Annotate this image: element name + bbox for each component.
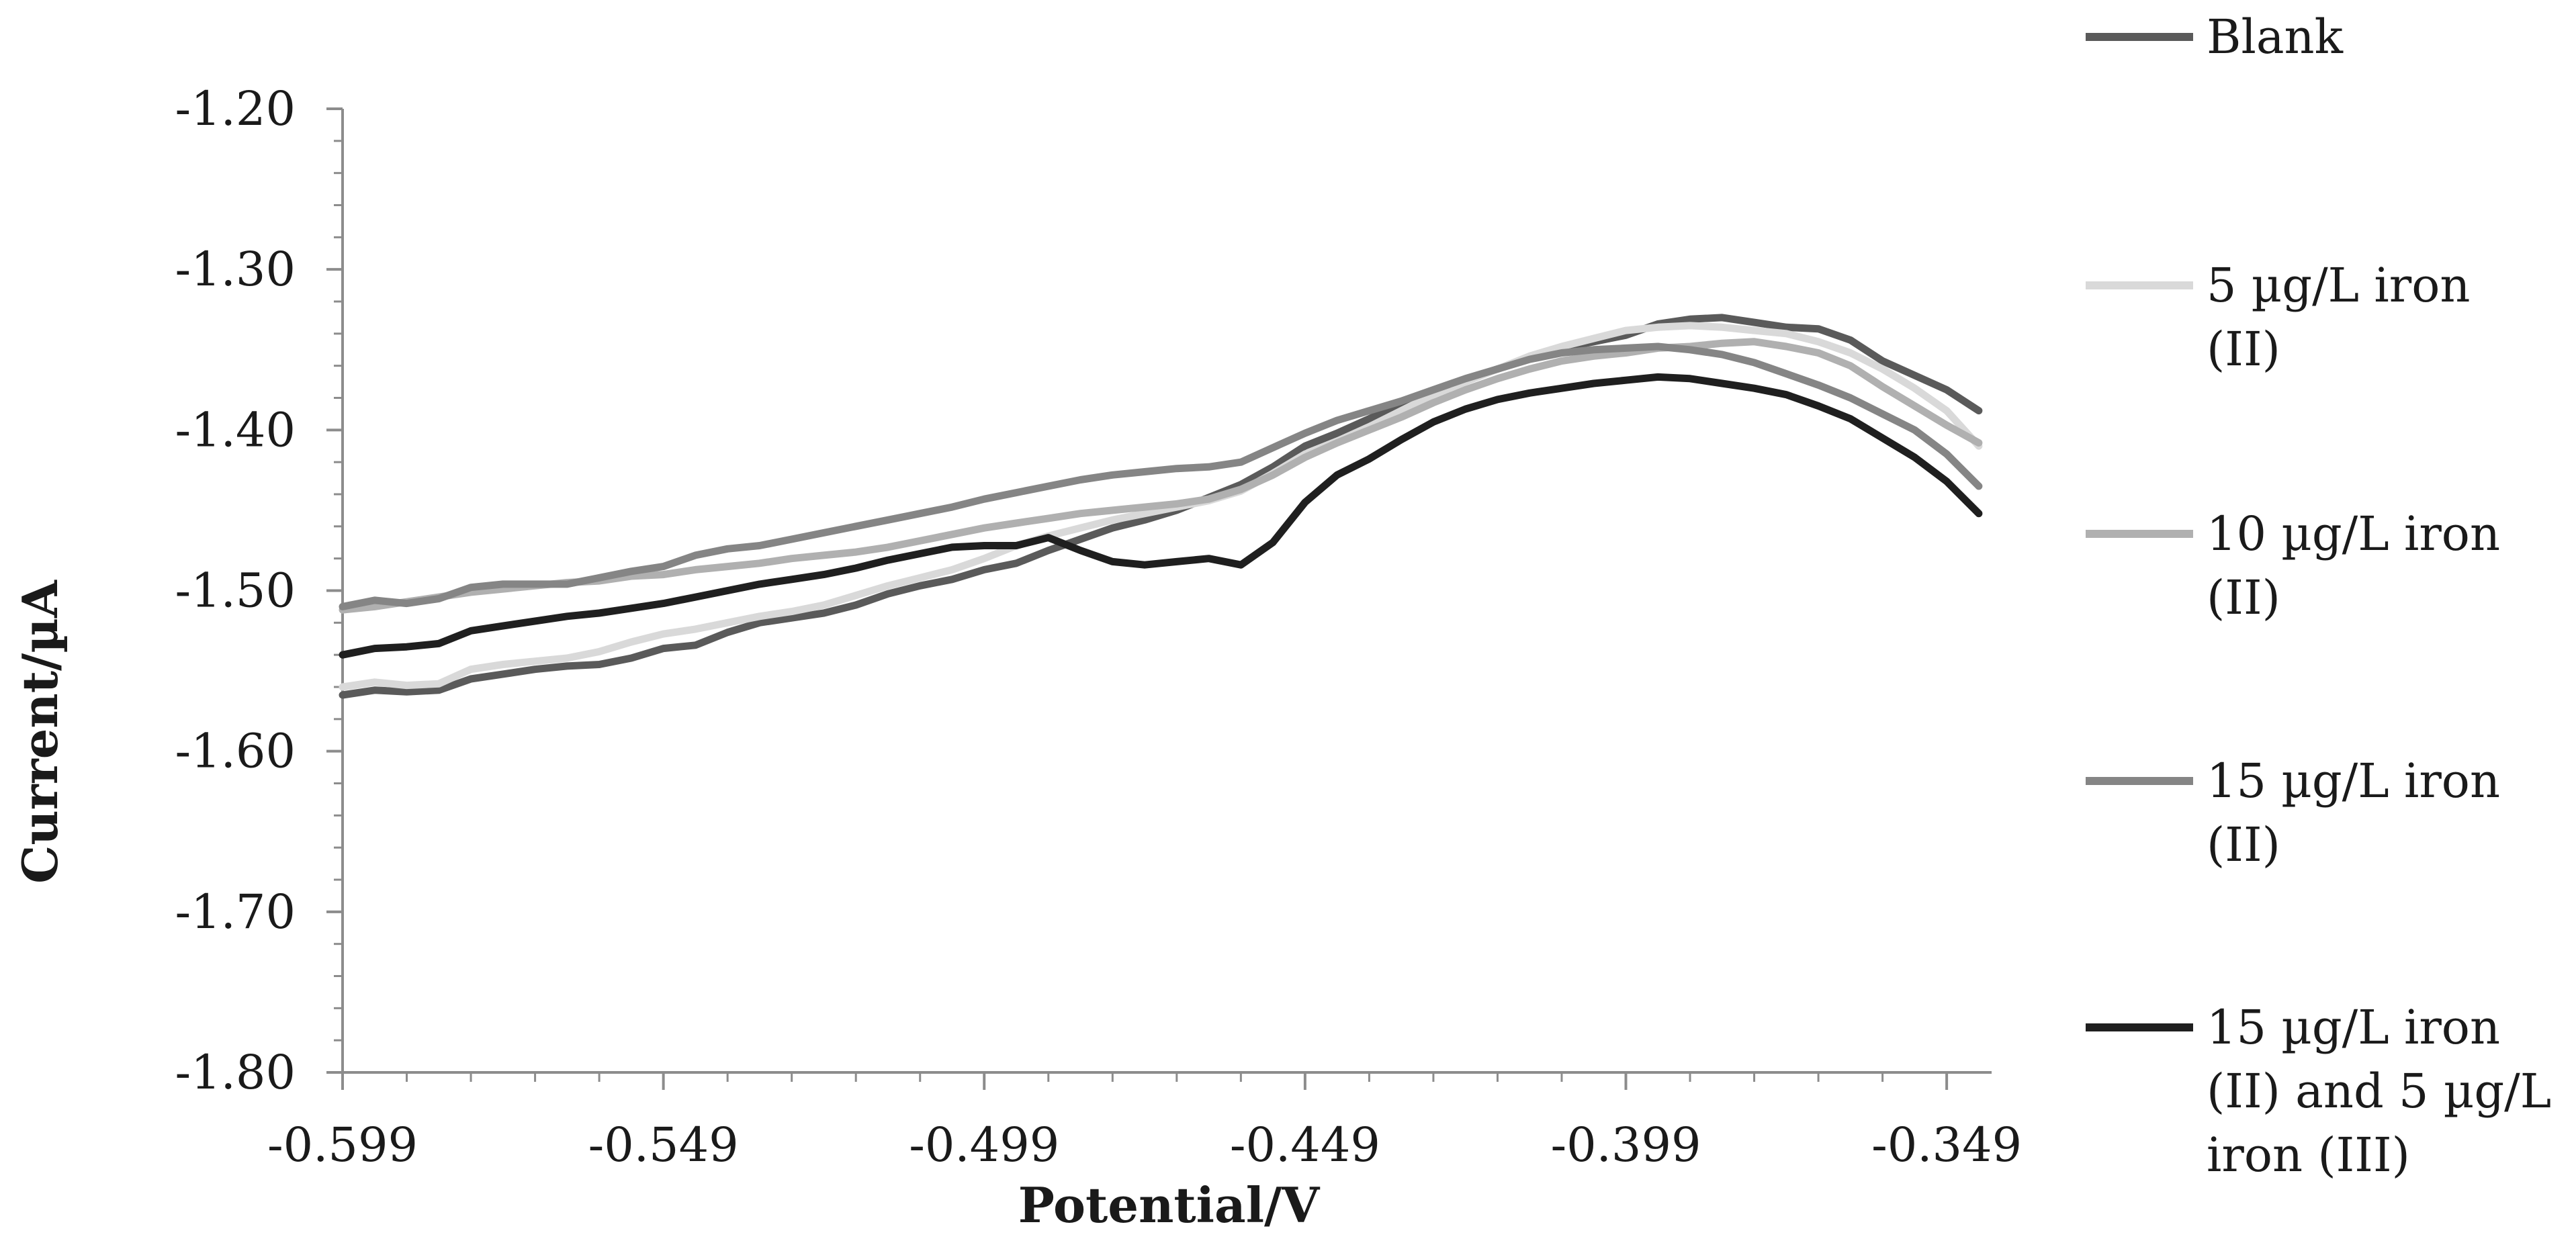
- legend-label-3: (II): [2207, 570, 2280, 625]
- series-line-4: [339, 342, 1983, 610]
- series-line-5: [339, 373, 1983, 659]
- legend-label-5: iron (III): [2207, 1127, 2410, 1183]
- y-tick-label: -1.50: [175, 563, 296, 618]
- legend-label-2: (II): [2207, 322, 2280, 377]
- x-tick-label: -0.349: [1871, 1117, 2022, 1172]
- x-tick-label: -0.449: [1230, 1117, 1380, 1172]
- x-tick-label: -0.549: [588, 1117, 739, 1172]
- x-tick-label: -0.599: [267, 1117, 418, 1172]
- series-line-3: [339, 338, 1983, 614]
- y-tick-label: -1.70: [175, 884, 296, 939]
- legend-label-3: 10 µg/L iron: [2207, 506, 2500, 561]
- x-tick-label: -0.499: [909, 1117, 1059, 1172]
- y-tick-label: -1.30: [175, 242, 296, 297]
- legend-label-4: 15 µg/L iron: [2207, 753, 2500, 809]
- chart-legend: Blank 5 µg/L iron (II) 10 µg/L iron (II) 15 µ…: [2086, 9, 2551, 1183]
- y-tick-label: -1.20: [175, 81, 296, 136]
- chart-axes: -1.20 -1.30 -1.40 -1.50 -1.60 -1.70 -1.80 -0.59…: [175, 81, 2022, 1172]
- x-tick-label: -0.399: [1550, 1117, 1701, 1172]
- series-line-2: [339, 322, 1983, 691]
- legend-label-4: (II): [2207, 817, 2280, 872]
- legend-label-2: 5 µg/L iron: [2207, 258, 2471, 313]
- y-axis-title: Current/µA: [11, 580, 69, 884]
- y-tick-label: -1.40: [175, 402, 296, 457]
- chart-series: [339, 314, 1983, 699]
- y-tick-label: -1.80: [175, 1045, 296, 1100]
- series-line-1: [339, 314, 1983, 699]
- y-tick-label: -1.60: [175, 724, 296, 779]
- legend-label-1: Blank: [2207, 9, 2344, 64]
- legend-label-5: (II) and 5 µg/L: [2207, 1064, 2551, 1119]
- x-axis-title: Potential/V: [1018, 1177, 1321, 1234]
- legend-label-5: 15 µg/L iron: [2207, 1000, 2500, 1055]
